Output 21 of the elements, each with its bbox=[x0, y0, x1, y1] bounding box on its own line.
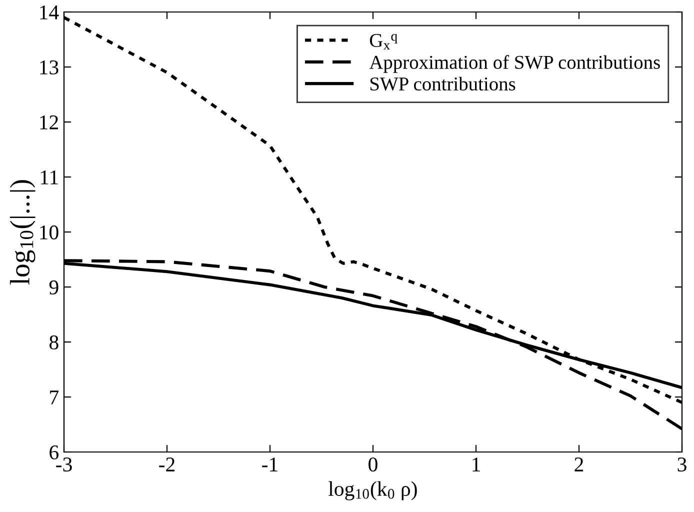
y-tick-label: 7 bbox=[50, 390, 59, 404]
x-tick-label: -3 bbox=[56, 458, 72, 472]
x-tick-label: -1 bbox=[262, 458, 278, 472]
legend-label: G$_{x}$$^{q}$ bbox=[370, 34, 398, 50]
y-tick-label: 13 bbox=[40, 60, 58, 74]
y-tick-label: 6 bbox=[50, 445, 59, 460]
x-tick-label: -2 bbox=[159, 458, 175, 472]
y-tick-label: 9 bbox=[49, 280, 58, 294]
legend-label: Approximation of SWP contributions bbox=[369, 55, 660, 73]
x-tick-label: 3 bbox=[678, 458, 686, 472]
x-tick-label: 1 bbox=[472, 458, 480, 472]
x-axis-title: log$_{10}$(k$_{0}$ ρ) bbox=[328, 481, 417, 500]
y-tick-label: 10 bbox=[40, 225, 58, 240]
y-tick-label: 14 bbox=[40, 5, 59, 20]
x-tick-label: 0 bbox=[368, 457, 378, 472]
y-axis-title: log$_{10}$(|...|) bbox=[10, 180, 36, 285]
y-tick-label: 11 bbox=[40, 170, 58, 184]
x-tick-label: 2 bbox=[574, 458, 584, 472]
legend-label: SWP contributions bbox=[370, 76, 516, 91]
y-tick-label: 12 bbox=[40, 115, 58, 130]
y-tick-label: 8 bbox=[50, 335, 58, 350]
